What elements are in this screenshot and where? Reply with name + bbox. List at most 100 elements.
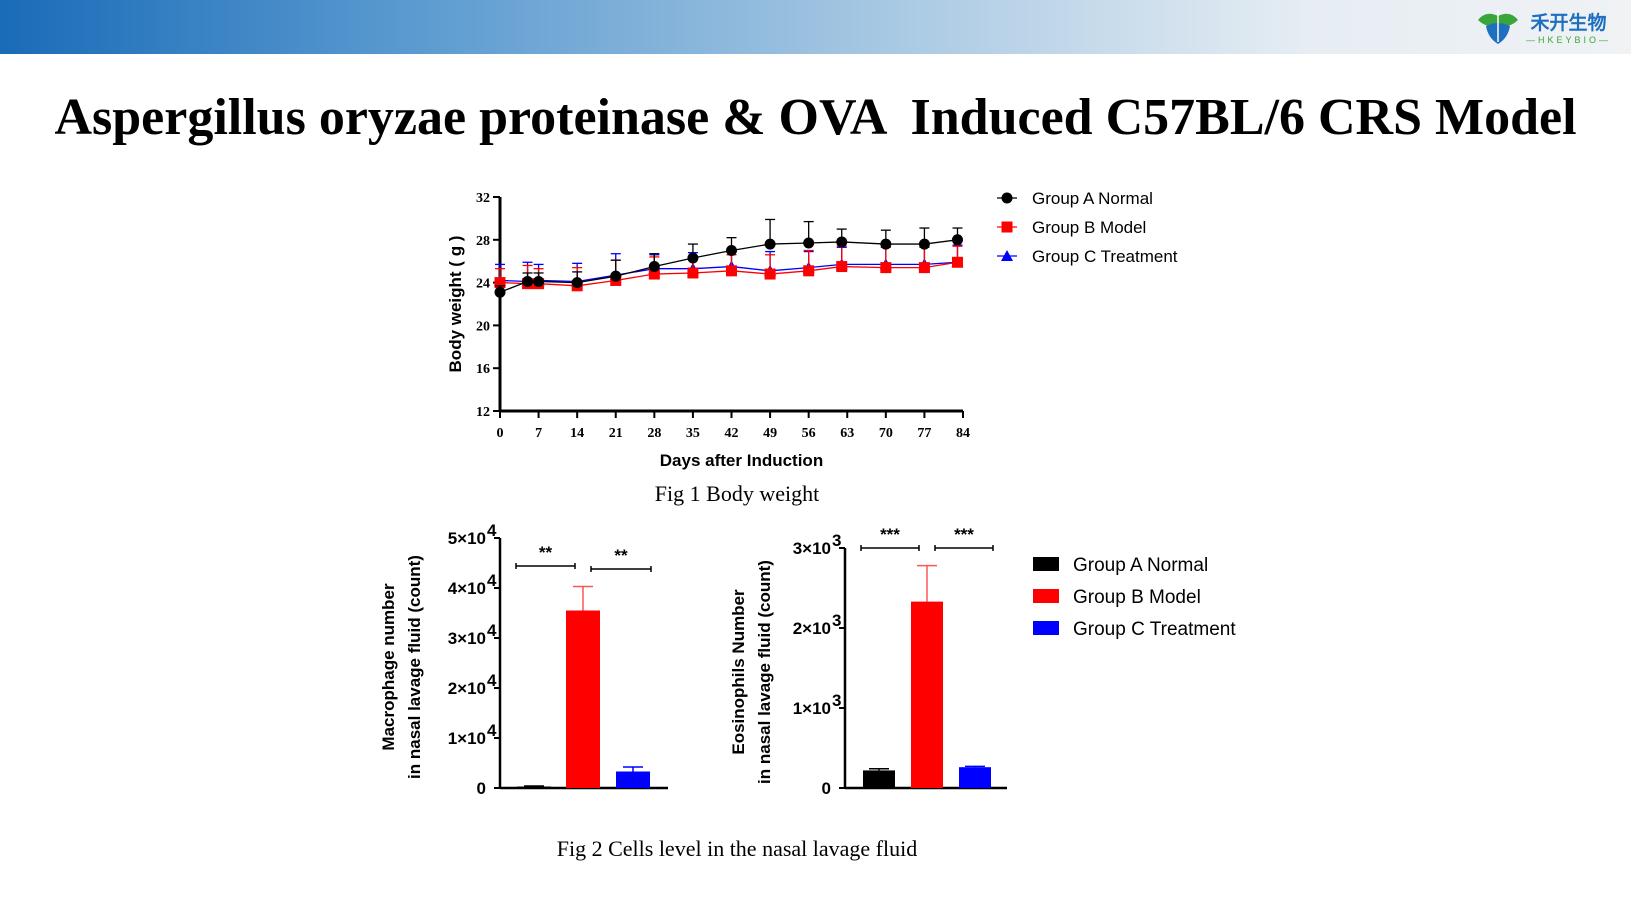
x-tick-label: 7 [535,426,542,441]
data-point [648,261,660,273]
x-tick-label: 14 [570,426,584,441]
bar-group-b [566,610,600,788]
data-point [648,268,660,280]
legend-marker [1001,250,1013,261]
y-tick-exponent: 3 [832,691,841,710]
legend-swatch [1033,589,1059,603]
bar-group-c [616,771,650,788]
data-point [726,265,737,277]
legend-label: Group C Treatment [1032,247,1178,266]
data-point [803,237,815,249]
y-tick-label: 16 [476,362,490,377]
data-point [803,265,815,277]
y-tick-label: 0 [822,779,831,798]
bar-group-b [911,601,943,788]
data-point [918,262,930,274]
y-axis-label: Body weight ( g ) [446,236,465,373]
data-point [764,238,776,250]
figure-caption: Fig 1 Body weight [655,481,819,506]
logo-chinese-text: 禾开生物 [1530,11,1607,34]
y-tick-label: 0 [477,779,486,798]
significance-label: *** [880,525,900,544]
y-tick-label: 1×10 [793,699,831,718]
x-tick-label: 35 [686,426,700,441]
data-point [522,276,534,288]
y-tick-label: 3×10 [448,629,486,648]
bar-group-a [863,770,895,788]
data-point [726,245,737,256]
significance-label: *** [954,525,974,544]
data-point [880,262,892,274]
y-tick-label: 20 [476,319,490,334]
data-point [687,252,699,264]
hkeybio-logo: 禾开生物 —HKEYBIO— [1476,6,1611,46]
legend-swatch [1033,557,1059,571]
series-line-1 [499,261,958,287]
significance-label: ** [614,546,628,565]
y-tick-label: 24 [476,277,490,292]
y-tick-exponent: 4 [487,521,497,540]
data-point [764,268,776,280]
x-tick-label: 21 [609,426,623,441]
data-point [880,238,892,250]
x-tick-label: 70 [879,426,893,441]
x-tick-label: 63 [840,426,854,441]
x-tick-label: 77 [917,426,931,441]
x-tick-label: 28 [647,426,661,441]
data-point [533,276,545,288]
leaf-logo-icon [1477,10,1518,44]
header-banner: 禾开生物 —HKEYBIO— [0,0,1631,54]
data-point [951,234,963,246]
y-tick-label: 1×10 [448,729,486,748]
legend-swatch [1033,621,1059,635]
x-tick-label: 42 [725,426,739,441]
y-tick-exponent: 3 [832,611,841,630]
logo-english-text: —HKEYBIO— [1525,34,1611,45]
series-line-0 [499,239,958,293]
x-axis-label: Days after Induction [660,451,823,470]
data-point [918,238,930,250]
y-tick-exponent: 4 [487,621,497,640]
y-tick-label: 3×10 [793,539,831,558]
data-point [836,261,848,273]
legend-label: Group B Model [1073,587,1201,608]
y-axis-label: Macrophage number [379,583,398,751]
y-tick-exponent: 4 [487,721,497,740]
y-tick-exponent: 4 [487,671,497,690]
y-axis-label: in nasal lavage fluid (count) [755,560,774,784]
y-tick-label: 12 [476,405,490,420]
y-tick-label: 5×10 [448,529,486,548]
data-point [836,236,848,248]
legend-label: Group A Normal [1073,555,1208,576]
y-axis-label: in nasal lavage fluid (count) [405,555,424,779]
legend-label: Group A Normal [1032,189,1153,208]
data-point [494,277,506,289]
legend-label: Group C Treatment [1073,619,1236,640]
x-tick-label: 56 [802,426,816,441]
series-line-2 [499,261,958,283]
figure-caption: Fig 2 Cells level in the nasal lavage fl… [557,836,917,861]
data-point [571,277,583,289]
bar-group-a [517,786,551,788]
y-tick-label: 28 [476,234,490,249]
data-point [494,286,506,298]
y-axis-label: Eosinophils Number [729,589,748,755]
x-tick-label: 84 [956,426,970,441]
data-point [951,256,963,268]
y-tick-label: 4×10 [448,579,486,598]
significance-label: ** [539,543,553,562]
legend-marker [1001,192,1013,204]
y-tick-exponent: 3 [832,531,841,550]
data-point [610,270,622,282]
legend-marker [1001,221,1013,233]
legend-label: Group B Model [1032,218,1146,237]
y-tick-exponent: 4 [487,571,497,590]
y-tick-label: 32 [476,191,490,206]
data-point [687,267,699,279]
page-title: Aspergillus oryzae proteinase & OVA Indu… [54,89,1577,146]
bar-group-c [959,767,991,788]
y-tick-label: 2×10 [448,679,486,698]
x-tick-label: 0 [497,426,504,441]
y-tick-label: 2×10 [793,619,831,638]
